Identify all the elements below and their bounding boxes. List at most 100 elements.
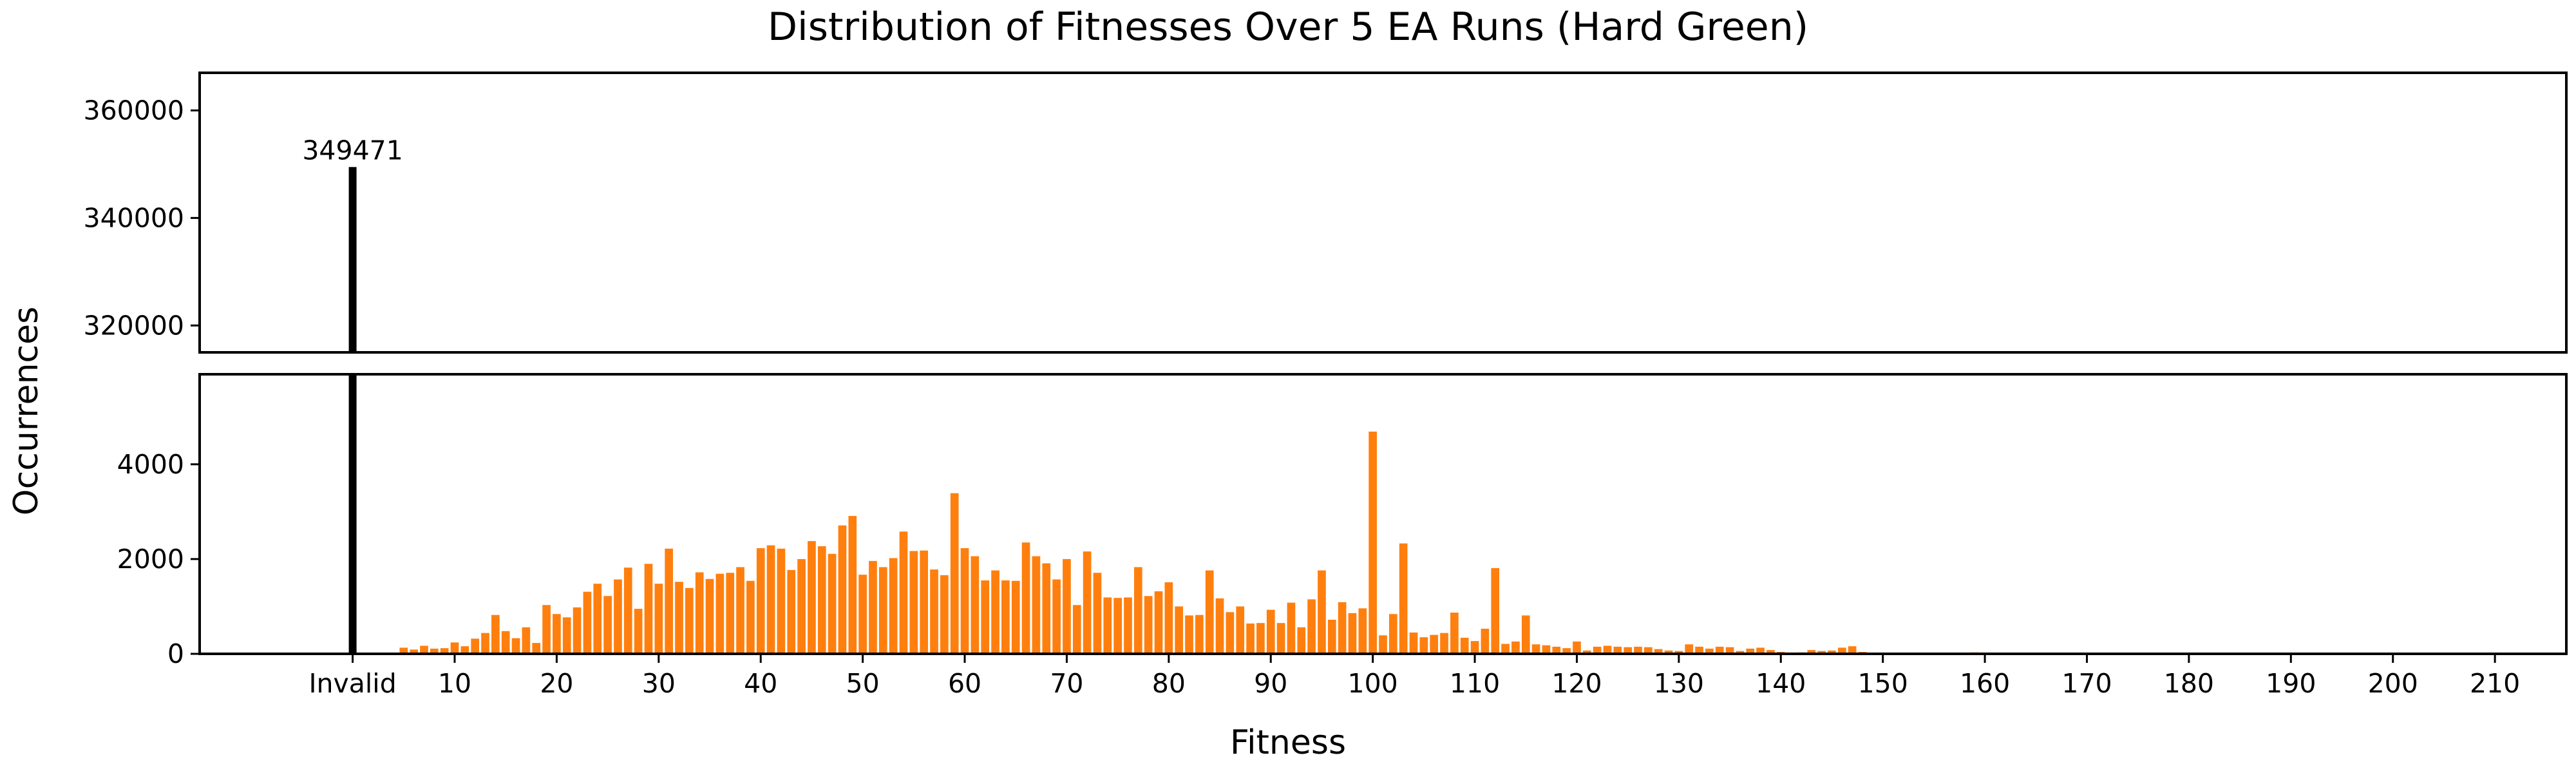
series-0-bar-115: [1521, 615, 1530, 654]
series-0-bar-34: [695, 572, 704, 654]
series-0-bar-143: [1807, 650, 1816, 654]
x-tick-label-180: 180: [2164, 668, 2214, 699]
series-0-bar-136: [1736, 651, 1745, 654]
series-0-bar-128: [1654, 649, 1663, 654]
y-axis-label: Occurrences: [7, 307, 46, 515]
series-0-bar-95: [1318, 570, 1326, 654]
series-0-bar-63: [991, 570, 999, 654]
lower-panel: 0 2000 4000 Invalid 10 20 30 40 50 60 70 80 90 100 11…: [117, 373, 2568, 699]
series-0-bar-100: [1368, 432, 1377, 654]
series-0-bar-55: [909, 551, 918, 654]
series-0-bar-69: [1052, 579, 1061, 654]
series-0-bar-52: [878, 567, 887, 654]
series-0-bar-14: [491, 615, 500, 654]
series-0-bar-58: [940, 575, 949, 654]
series-0-bar-103: [1399, 543, 1408, 654]
series-0-bar-7: [420, 645, 428, 654]
invalid-bar-data-label: 349471: [302, 135, 403, 166]
series-0-bar-19: [542, 605, 551, 654]
series-0-bar-83: [1195, 615, 1204, 654]
x-tick-label-20: 20: [540, 668, 573, 699]
series-0-bar-113: [1501, 644, 1510, 654]
x-tick-label-10: 10: [438, 668, 471, 699]
upper-y-tick-label-340000: 340000: [83, 202, 184, 233]
series-0-bar-13: [481, 633, 489, 654]
series-0-bar-24: [593, 584, 602, 654]
x-tick-label-130: 130: [1654, 668, 1704, 699]
chart-title: Distribution of Fitnesses Over 5 EA Runs…: [768, 5, 1808, 50]
series-0-bar-125: [1624, 647, 1633, 654]
series-0-bar-120: [1573, 641, 1581, 654]
x-tick-label-200: 200: [2368, 668, 2418, 699]
series-0-bar-106: [1430, 635, 1439, 654]
series-0-bar-76: [1124, 597, 1132, 654]
series-0-bar-43: [787, 569, 796, 654]
series-0-bar-137: [1746, 648, 1755, 654]
series-0-bar-133: [1705, 648, 1714, 654]
x-tick-label-120: 120: [1551, 668, 1602, 699]
series-0-bar-94: [1307, 599, 1316, 654]
lower-panel-bars: [348, 374, 2040, 654]
x-tick-label-50: 50: [846, 668, 880, 699]
series-0-bar-114: [1511, 641, 1520, 654]
series-0-bar-139: [1766, 650, 1775, 654]
series-0-bar-104: [1409, 632, 1418, 654]
series-0-bar-98: [1348, 613, 1357, 654]
series-0-bar-68: [1042, 563, 1051, 654]
x-axis-label: Fitness: [1230, 723, 1346, 762]
series-0-bar-10: [450, 642, 459, 654]
series-0-bar-91: [1276, 623, 1285, 654]
series-0-bar-75: [1113, 598, 1122, 654]
x-tick-label-150: 150: [1858, 668, 1908, 699]
series-0-bar-57: [930, 569, 938, 654]
series-0-bar-56: [920, 550, 929, 654]
series-0-bar-61: [971, 556, 980, 654]
series-0-bar-72: [1083, 551, 1092, 654]
series-0-bar-96: [1327, 620, 1336, 654]
series-0-bar-50: [858, 575, 867, 654]
series-0-bar-78: [1144, 596, 1153, 654]
series-0-bar-23: [583, 591, 592, 654]
series-0-bar-66: [1021, 542, 1030, 654]
series-0-bar-129: [1664, 650, 1673, 654]
x-tick-label-70: 70: [1050, 668, 1083, 699]
x-tick-label-40: 40: [744, 668, 777, 699]
series-0-bar-92: [1287, 602, 1296, 654]
series-0-bar-87: [1236, 606, 1245, 654]
series-0-bar-45: [808, 540, 816, 654]
series-0-bar-8: [430, 648, 439, 654]
series-0-bar-101: [1379, 635, 1387, 654]
series-0-bar-33: [685, 587, 694, 654]
invalid-bar-upper: [348, 167, 357, 352]
series-0-bar-41: [766, 545, 775, 654]
series-0-bar-5: [399, 647, 408, 654]
series-0-bar-40: [756, 548, 765, 654]
series-0-bar-134: [1715, 646, 1724, 654]
series-0-bar-11: [460, 646, 469, 654]
series-0-bar-93: [1297, 627, 1306, 654]
series-0-bar-117: [1542, 645, 1551, 654]
series-0-bar-36: [715, 573, 724, 654]
series-0-bar-65: [1011, 580, 1020, 654]
series-0-bar-97: [1338, 602, 1347, 654]
upper-y-tick-label-360000: 360000: [83, 95, 184, 126]
series-0-bar-49: [848, 515, 857, 654]
series-0-bar-6: [410, 649, 418, 654]
series-0-bar-16: [511, 638, 520, 654]
series-0-bar-67: [1032, 556, 1041, 654]
series-0-bar-30: [654, 584, 663, 654]
series-0-bar-38: [736, 567, 744, 654]
series-0-bar-39: [746, 580, 755, 654]
x-tick-label-80: 80: [1152, 668, 1186, 699]
series-0-bar-77: [1133, 567, 1142, 654]
series-0-bar-124: [1613, 646, 1622, 654]
series-0-bar-102: [1389, 614, 1397, 654]
series-0-bar-26: [614, 579, 622, 654]
series-0-bar-32: [675, 582, 683, 654]
x-tick-label-160: 160: [1960, 668, 2010, 699]
series-0-bar-118: [1552, 646, 1561, 654]
series-0-bar-64: [1001, 580, 1010, 654]
series-0-bar-135: [1725, 647, 1734, 654]
x-tick-label-110: 110: [1450, 668, 1500, 699]
upper-panel-frame: [198, 72, 2568, 354]
